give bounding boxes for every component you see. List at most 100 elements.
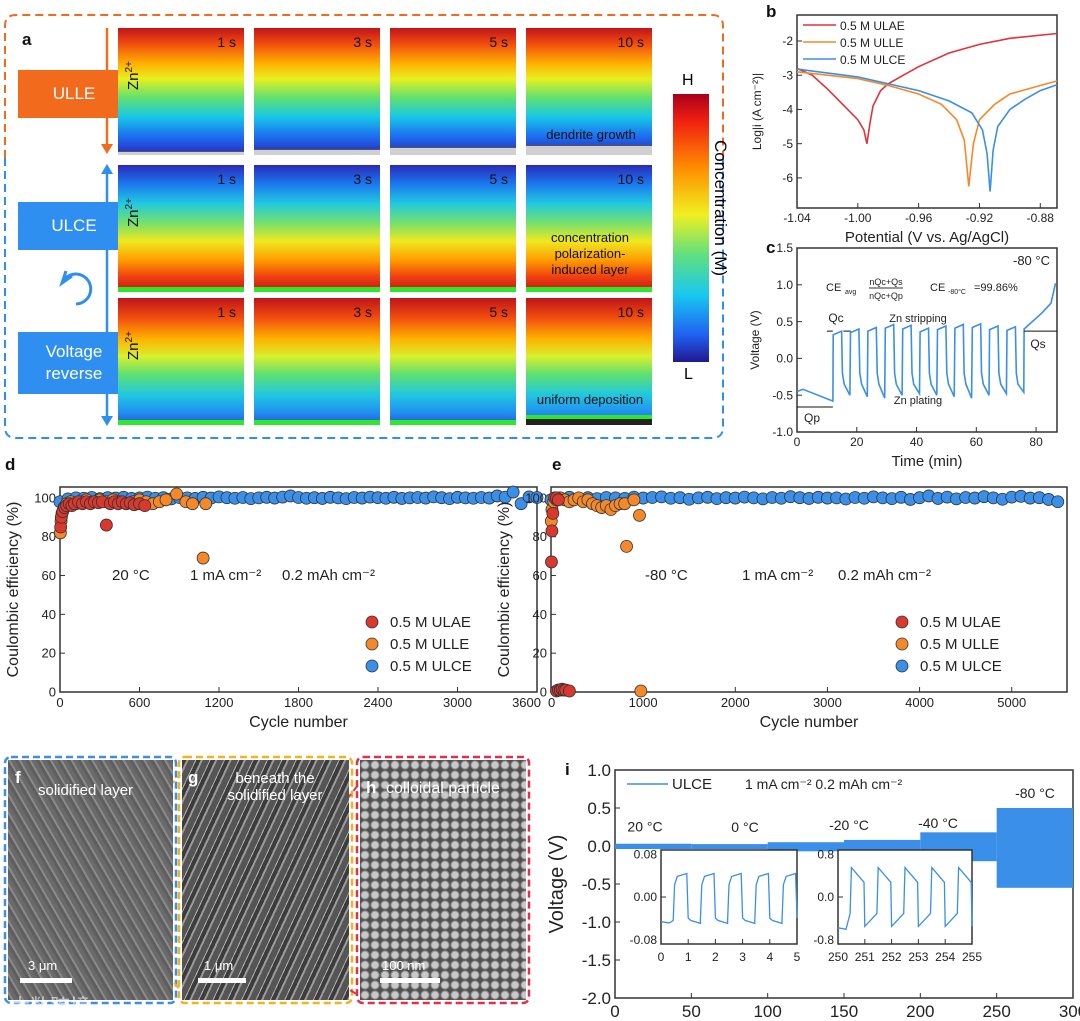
y-axis-label: Coulombic efficiency (%) bbox=[496, 502, 513, 678]
x-tick-label: 50 bbox=[682, 1002, 701, 1021]
temperature-label: -40 °C bbox=[918, 815, 958, 831]
y-tick-label: 100 bbox=[525, 490, 547, 505]
y-tick-label: 0 bbox=[49, 685, 56, 700]
x-tick-label: 3000 bbox=[813, 695, 842, 710]
simulation-frame: 5 s bbox=[390, 298, 516, 425]
inset-voltage-profile bbox=[837, 865, 973, 931]
data-point bbox=[634, 684, 648, 698]
inset-voltage-profile bbox=[660, 872, 798, 925]
x-tick-label: 255 bbox=[962, 950, 982, 964]
x-tick-label: 250 bbox=[828, 950, 848, 964]
time-label: 1 s bbox=[217, 171, 236, 187]
x-tick-label: 5 bbox=[794, 950, 801, 964]
y-tick-label: -0.5 bbox=[772, 388, 793, 402]
tafel-curve bbox=[796, 71, 1058, 187]
qc-label: Qc bbox=[828, 311, 843, 325]
condition-label: 0.2 mAh cm⁻² bbox=[282, 567, 375, 584]
x-tick-label: 1200 bbox=[205, 695, 234, 710]
data-point bbox=[563, 684, 576, 698]
x-tick-label: 0 bbox=[548, 695, 555, 710]
cycle-arrow-icon bbox=[60, 272, 93, 306]
legend-label: 0.5 M ULLE bbox=[840, 36, 903, 50]
ce-formula-sub: avg bbox=[845, 289, 856, 296]
y-tick-label: 1.0 bbox=[587, 761, 611, 780]
x-tick-label: -1.00 bbox=[844, 211, 872, 225]
qp-label: Qp bbox=[804, 411, 820, 425]
y-tick-label: 80 bbox=[533, 529, 547, 544]
condition-label: -80 °C bbox=[645, 567, 688, 584]
y-tick-label: 0.5 bbox=[587, 799, 611, 818]
ce-value-label: CE bbox=[930, 282, 945, 294]
x-tick-label: 3000 bbox=[443, 695, 472, 710]
y-axis-label: Log|i (A cm⁻²)| bbox=[750, 73, 764, 150]
condition-label: 1 mA cm⁻² bbox=[742, 567, 813, 584]
colorbar-title: Concentration (M) bbox=[711, 140, 730, 277]
legend-marker bbox=[365, 615, 379, 629]
data-point bbox=[545, 524, 559, 538]
legend-label: 0.5 M ULLE bbox=[390, 636, 469, 653]
deposition-layer bbox=[118, 420, 244, 425]
tafel-curve bbox=[796, 32, 1058, 144]
voltage-band bbox=[615, 843, 692, 850]
y-tick-label: 0.0 bbox=[776, 352, 793, 366]
x-tick-label: 2400 bbox=[364, 695, 393, 710]
x-tick-label: 2 bbox=[712, 950, 719, 964]
simulation-frame: 1 s Zn2+ bbox=[118, 28, 244, 155]
colorbar-low-label: L bbox=[684, 366, 693, 383]
sem-border-h bbox=[355, 755, 531, 1005]
x-tick-label: 100 bbox=[753, 1002, 781, 1021]
dendrite-layer bbox=[254, 149, 380, 155]
y-tick-label: -0.08 bbox=[630, 933, 658, 947]
panel-label-e: e bbox=[552, 455, 562, 474]
dendrite-layer bbox=[526, 145, 652, 155]
dendrite-layer bbox=[118, 151, 244, 155]
sem-image-f: solidified layer 3 μm bbox=[8, 760, 173, 1000]
ce-formula-denominator: nQc+Qp bbox=[869, 291, 903, 301]
x-tick-label: 0 bbox=[658, 950, 665, 964]
data-point bbox=[159, 493, 173, 507]
legend-label: 0.5 M ULCE bbox=[840, 53, 905, 67]
voltage-band bbox=[996, 808, 1073, 888]
time-label: 3 s bbox=[353, 171, 372, 187]
data-point bbox=[196, 551, 210, 565]
zn-stripping-label: Zn stripping bbox=[889, 313, 946, 325]
time-label: 5 s bbox=[489, 304, 508, 320]
zn-ion-charge: 2+ bbox=[124, 331, 135, 343]
y-tick-label: 0.00 bbox=[634, 890, 658, 904]
legend-label: 0.5 M ULAE bbox=[920, 614, 1001, 631]
dendrite-layer bbox=[390, 147, 516, 155]
data-point bbox=[633, 508, 646, 522]
zn-ion-label: Zn2+ bbox=[124, 61, 142, 90]
x-axis-label: Time (min) bbox=[891, 453, 962, 470]
data-point bbox=[546, 507, 560, 520]
legend-marker bbox=[895, 659, 909, 673]
temperature-label: -80 °C bbox=[1015, 785, 1055, 801]
scale-text-h: 100 nm bbox=[382, 958, 426, 973]
simulation-frame: 10 s bbox=[526, 165, 652, 292]
deposition-layer bbox=[526, 415, 652, 425]
zn-ion-label: Zn2+ bbox=[124, 198, 142, 227]
data-point bbox=[506, 485, 520, 499]
charge-arrows-icon bbox=[797, 330, 1057, 408]
watermark: 大数跨境 bbox=[10, 996, 90, 1018]
x-tick-label: 1800 bbox=[284, 695, 313, 710]
panel-label-f: f bbox=[15, 768, 21, 787]
x-tick-label: 60 bbox=[970, 435, 984, 449]
tafel-curve bbox=[796, 68, 1058, 192]
legend-label: 0.5 M ULLE bbox=[920, 636, 999, 653]
scale-text-f: 3 μm bbox=[28, 958, 58, 973]
y-tick-label: -6 bbox=[782, 171, 793, 185]
sem-image-g: beneath the solidified layer 1 μm bbox=[182, 760, 349, 1000]
cycle-arrowhead-icon bbox=[59, 270, 73, 287]
data-point bbox=[99, 518, 113, 532]
deposition-layer bbox=[118, 287, 244, 292]
y-axis-label: Voltage (V) bbox=[546, 835, 568, 934]
data-point bbox=[620, 540, 633, 553]
panel-label-c: c bbox=[766, 238, 776, 257]
time-label: 3 s bbox=[353, 304, 372, 320]
data-point bbox=[530, 491, 544, 504]
x-tick-label: -0.92 bbox=[966, 211, 994, 225]
y-tick-label: 60 bbox=[42, 568, 56, 583]
